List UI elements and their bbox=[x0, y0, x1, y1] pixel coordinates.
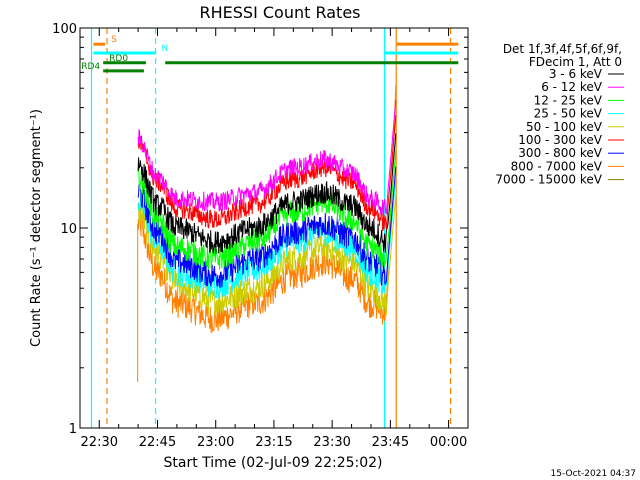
legend-entry-label: 50 - 100 keV bbox=[526, 120, 603, 134]
axes: 1 10 100 22:30 22:45 23:00 23:15 23:30 23:45 00:0… bbox=[52, 22, 469, 450]
series-line bbox=[137, 133, 397, 254]
x-tick-label: 23:15 bbox=[255, 435, 292, 450]
legend-header-line-1: Det 1f,3f,4f,5f,6f,9f, bbox=[503, 42, 622, 56]
series-line bbox=[137, 99, 397, 218]
generation-timestamp: 15-Oct-2021 04:37 bbox=[551, 469, 636, 479]
x-tick-label: 23:00 bbox=[197, 435, 234, 450]
flag-label: RD0 bbox=[109, 54, 128, 64]
legend-entry-label: 300 - 800 keV bbox=[518, 146, 602, 160]
legend-entry-label: 3 - 6 keV bbox=[549, 67, 603, 81]
flag-label: N bbox=[162, 44, 169, 54]
series-line bbox=[137, 175, 397, 300]
legend-entry-label: 100 - 300 keV bbox=[518, 133, 602, 147]
x-tick-label: 23:45 bbox=[372, 435, 409, 450]
x-tick-label: 00:00 bbox=[430, 435, 467, 450]
plot-decorations bbox=[90, 28, 452, 428]
legend-entry-label: 6 - 12 keV bbox=[541, 80, 603, 94]
flag-label: RD4 bbox=[81, 62, 100, 72]
y-tick-label: 10 bbox=[60, 222, 77, 237]
legend-entry-label: 25 - 50 keV bbox=[534, 107, 603, 121]
x-tick-label: 22:45 bbox=[139, 435, 176, 450]
series-line bbox=[137, 84, 397, 334]
x-tick-label: 23:30 bbox=[313, 435, 350, 450]
legend-entry-label: 800 - 7000 keV bbox=[511, 159, 603, 173]
y-tick-label: 1 bbox=[69, 422, 77, 437]
status-flags: S N RD0 RD4 bbox=[81, 35, 459, 73]
x-tick-label: 22:30 bbox=[81, 435, 118, 450]
flag-label: S bbox=[111, 35, 117, 45]
legend-entry-label: 12 - 25 keV bbox=[534, 93, 603, 107]
legend-entry-label: 7000 - 15000 keV bbox=[495, 173, 602, 187]
data-series bbox=[137, 84, 397, 382]
y-tick-label: 100 bbox=[52, 22, 77, 37]
legend-header-line-2: FDecim 1, Att 0 bbox=[529, 55, 622, 69]
y-axis-label: Count Rate (s⁻¹ detector segment⁻¹) bbox=[29, 109, 44, 347]
chart-title: RHESSI Count Rates bbox=[200, 3, 361, 22]
x-axis-label: Start Time (02-Jul-09 22:25:02) bbox=[163, 455, 382, 471]
